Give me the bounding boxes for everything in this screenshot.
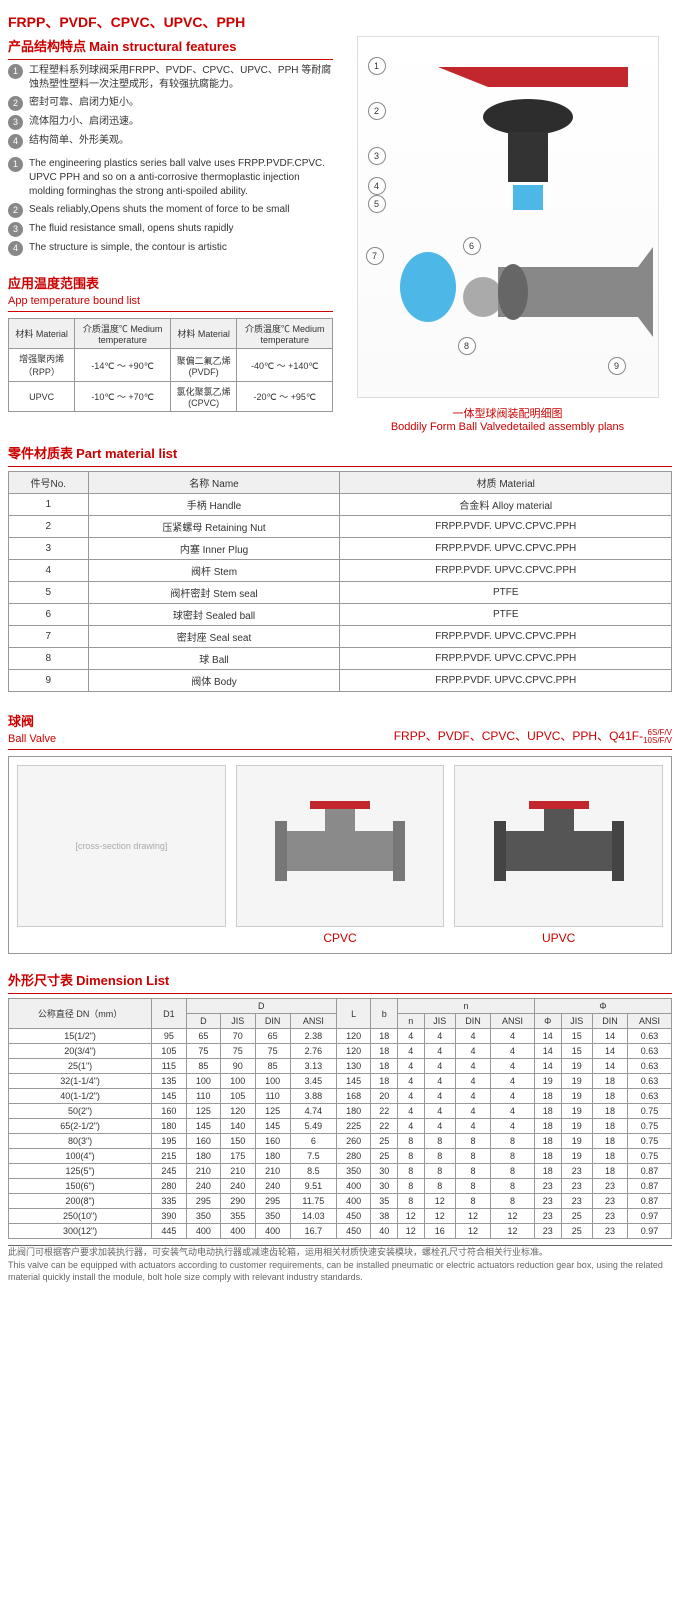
header-materials: FRPP、PVDF、CPVC、UPVC、PPH (8, 8, 672, 36)
table-row: 1手柄 Handle合金料 Alloy material (9, 494, 672, 516)
table-row: 100(4")2151801751807.52802588881819180.7… (9, 1149, 672, 1164)
feature-cn: 结构简单、外形美观。 (29, 134, 129, 149)
table-row: 3内塞 Inner PlugFRPP.PVDF. UPVC.CPVC.PPH (9, 538, 672, 560)
valve-drawing: [cross-section drawing] (17, 765, 226, 927)
diagram-caption-en: Boddily Form Ball Valvedetailed assembly… (391, 421, 624, 433)
bullet-icon: 3 (8, 115, 23, 130)
feature-cn: 流体阻力小、启闭迅速。 (29, 115, 139, 130)
table-row: 20(3/4")1057575752.761201844441415140.63 (9, 1044, 672, 1059)
table-row: 200(8")33529529029511.754003581288232323… (9, 1194, 672, 1209)
footnote-cn: 此阀门可根据客户要求加装执行器，可安装气动电动执行器或减速齿轮箱，运用相关材质快… (8, 1246, 672, 1259)
bullet-icon: 1 (8, 64, 23, 79)
temp-table: 材料 Material介质温度℃ Medium temperature材料 Ma… (8, 318, 333, 412)
bullet-icon: 1 (8, 157, 23, 172)
diagram-caption-cn: 一体型球阀装配明细图 (453, 408, 563, 420)
bullet-icon: 4 (8, 134, 23, 149)
table-row: 65(2-1/2")1801451401455.4922522444418191… (9, 1119, 672, 1134)
table-row: 8球 BallFRPP.PVDF. UPVC.CPVC.PPH (9, 648, 672, 670)
exploded-diagram: 1 2 3 4 5 6 7 8 9 (357, 36, 659, 398)
sec-temp-cn: 应用温度范围表 (8, 270, 333, 295)
table-row: 250(10")39035035535014.03450381212121223… (9, 1209, 672, 1224)
table-row: 50(2")1601251201254.741802244441819180.7… (9, 1104, 672, 1119)
table-row: 9阀体 BodyFRPP.PVDF. UPVC.CPVC.PPH (9, 670, 672, 692)
valve-photo-cpvc (236, 765, 445, 927)
parts-table: 件号No.名称 Name材质 Material 1手柄 Handle合金料 Al… (8, 471, 672, 692)
feature-cn: 密封可靠、启闭力矩小。 (29, 96, 139, 111)
bullet-icon: 2 (8, 203, 23, 218)
bullet-icon: 2 (8, 96, 23, 111)
feature-en: Seals reliably,Opens shuts the moment of… (29, 203, 290, 218)
table-row: 4阀杆 StemFRPP.PVDF. UPVC.CPVC.PPH (9, 560, 672, 582)
valve-images-panel: [cross-section drawing] CPVC UPVC (8, 756, 672, 954)
sec-temp-en: App temperature bound list (8, 295, 333, 307)
table-row: 7密封座 Seal seatFRPP.PVDF. UPVC.CPVC.PPH (9, 626, 672, 648)
table-row: 6球密封 Sealed ballPTFE (9, 604, 672, 626)
bullet-icon: 4 (8, 241, 23, 256)
valve-label-upvc: UPVC (454, 931, 663, 945)
sec-dim-en: Dimension List (76, 970, 169, 991)
valve-photo-upvc (454, 765, 663, 927)
dimension-table: 公称直径 DN（mm）D1 DLb nΦ DJISDINANSInJISDINA… (8, 998, 672, 1239)
table-row: 300(12")44540040040016.74504012161212232… (9, 1224, 672, 1239)
sec-dim-cn: 外形尺寸表 (8, 970, 73, 991)
footnote-en: This valve can be equipped with actuator… (8, 1259, 672, 1284)
sec-part-en: Part material list (76, 443, 177, 464)
sec-feat-en: Main structural features (89, 36, 236, 57)
feature-en: The fluid resistance small, opens shuts … (29, 222, 234, 237)
sec-bv-en: Ball Valve (8, 733, 56, 745)
sec-part-cn: 零件材质表 (8, 443, 73, 464)
table-row: 32(1-1/4")1351001001003.4514518444419191… (9, 1074, 672, 1089)
table-row: 125(5")2452102102108.53503088881823180.8… (9, 1164, 672, 1179)
table-row: 150(6")2802402402409.514003088882323230.… (9, 1179, 672, 1194)
table-row: 80(3")19516015016062602588881819180.75 (9, 1134, 672, 1149)
feature-en: The engineering plastics series ball val… (29, 157, 333, 199)
table-row: 25(1")1158590853.131301844441419140.63 (9, 1059, 672, 1074)
table-row: 40(1-1/2")1451101051103.8816820444418191… (9, 1089, 672, 1104)
sec-bv-cn: 球阀 (8, 708, 56, 733)
valve-label-cpvc: CPVC (236, 931, 445, 945)
table-row: 5阀杆密封 Stem sealPTFE (9, 582, 672, 604)
sec-feat-cn: 产品结构特点 (8, 36, 86, 57)
model-code: FRPP、PVDF、CPVC、UPVC、PPH、Q41F-6S/F/V 10S/… (394, 727, 672, 745)
table-row: 15(1/2")956570652.381201844441415140.63 (9, 1029, 672, 1044)
feature-en: The structure is simple, the contour is … (29, 241, 227, 256)
bullet-icon: 3 (8, 222, 23, 237)
table-row: 2压紧螺母 Retaining NutFRPP.PVDF. UPVC.CPVC.… (9, 516, 672, 538)
feature-cn: 工程塑料系列球阀采用FRPP、PVDF、CPVC、UPVC、PPH 等耐腐蚀热塑… (29, 64, 333, 92)
